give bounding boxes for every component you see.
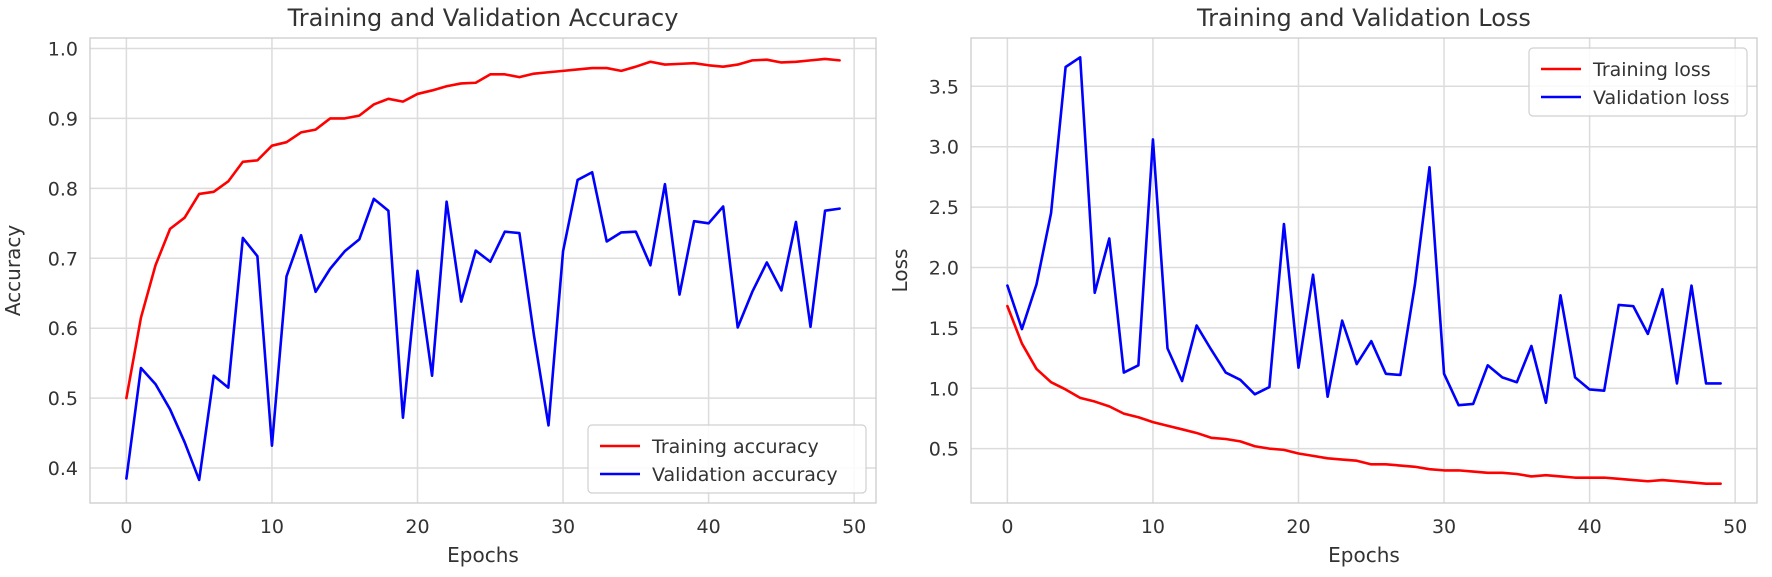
plot-frame <box>970 37 1758 504</box>
y-tick-label: 0.5 <box>929 439 959 461</box>
chart-title: Training and Validation Loss <box>1196 4 1531 32</box>
chart-panel-0: 0 10 20 30 40 50 0.4 0.5 0.6 0.7 0.8 0.9 1.0 Training… <box>1 4 877 567</box>
chart-title: Training and Validation Accuracy <box>287 4 679 32</box>
legend-entry: Validation loss <box>1593 87 1730 109</box>
y-tick-label: 1.0 <box>929 378 959 400</box>
legend-entry: Training loss <box>1592 59 1711 81</box>
series-line-validation-loss <box>1006 56 1722 407</box>
chart-panel-1: 0 10 20 30 40 50 0.5 1.0 1.5 2.0 2.5 3.0 3.5 Training… <box>888 4 1758 567</box>
series-line-training-accuracy <box>125 57 841 400</box>
y-axis-label: Accuracy <box>1 225 25 316</box>
series-line-validation-accuracy <box>125 170 841 482</box>
x-axis-label: Epochs <box>447 543 519 567</box>
y-tick-label: 2.0 <box>929 257 959 279</box>
legend-box <box>1528 47 1748 117</box>
x-tick-label: 10 <box>1141 516 1165 538</box>
x-tick-label: 50 <box>842 516 866 538</box>
y-tick-label: 0.6 <box>48 318 78 340</box>
x-tick-label: 0 <box>1001 516 1013 538</box>
y-tick-label: 2.5 <box>929 197 959 219</box>
legend: Training loss Validation loss <box>1528 47 1748 117</box>
x-tick-label: 30 <box>551 516 575 538</box>
y-tick-label: 1.0 <box>48 38 78 60</box>
x-tick-label: 0 <box>120 516 132 538</box>
x-tick-label: 30 <box>1432 516 1456 538</box>
x-tick-label: 20 <box>1286 516 1310 538</box>
x-axis-label: Epochs <box>1328 543 1400 567</box>
y-tick-label: 0.7 <box>48 248 78 270</box>
legend-entry: Validation accuracy <box>652 464 838 486</box>
legend-entry: Training accuracy <box>651 436 819 458</box>
x-tick-label: 40 <box>697 516 721 538</box>
y-tick-label: 0.4 <box>48 458 78 480</box>
y-axis-label: Loss <box>888 249 912 293</box>
y-tick-label: 3.5 <box>929 76 959 98</box>
y-tick-label: 0.8 <box>48 178 78 200</box>
y-tick-label: 0.5 <box>48 388 78 410</box>
series-line-training-loss <box>1006 304 1722 485</box>
y-tick-label: 0.9 <box>48 108 78 130</box>
x-tick-label: 10 <box>260 516 284 538</box>
y-tick-label: 3.0 <box>929 137 959 159</box>
legend-box <box>587 424 867 494</box>
legend: Training accuracy Validation accuracy <box>587 424 867 494</box>
x-tick-label: 50 <box>1723 516 1747 538</box>
x-tick-label: 40 <box>1578 516 1602 538</box>
x-tick-label: 20 <box>405 516 429 538</box>
y-tick-label: 1.5 <box>929 318 959 340</box>
plot-frame <box>89 37 877 504</box>
